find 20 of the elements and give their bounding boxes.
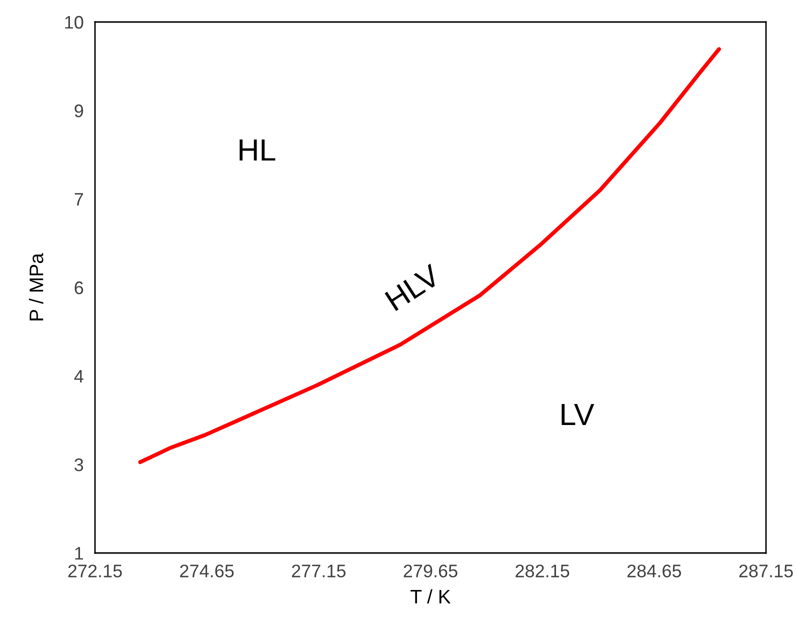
y-tick-label: 10 bbox=[65, 16, 84, 29]
x-tick-label: 282.15 bbox=[516, 564, 570, 578]
x-tick-label: 287.15 bbox=[739, 564, 793, 578]
y-tick-label: 9 bbox=[74, 104, 84, 118]
x-tick-label: 284.65 bbox=[627, 564, 682, 578]
y-tick-label: 3 bbox=[74, 458, 84, 472]
y-tick-label: 4 bbox=[74, 370, 84, 383]
x-tick-label: 277.15 bbox=[292, 564, 346, 578]
x-tick-label: 279.65 bbox=[404, 564, 458, 578]
y-tick-label: 6 bbox=[74, 281, 84, 294]
line-series bbox=[138, 47, 721, 464]
y-tick-label: 1 bbox=[75, 547, 84, 560]
x-tick-label: 272.15 bbox=[68, 564, 122, 578]
annotation: LV bbox=[562, 404, 594, 425]
annotation: HL bbox=[240, 140, 276, 161]
x-tick-label: 274.65 bbox=[180, 564, 234, 578]
y-axis-title: P / MPa bbox=[29, 253, 44, 320]
annotation: HLV bbox=[384, 264, 442, 311]
x-axis-title: T / K bbox=[410, 589, 451, 604]
y-tick-label: 7 bbox=[74, 193, 83, 206]
